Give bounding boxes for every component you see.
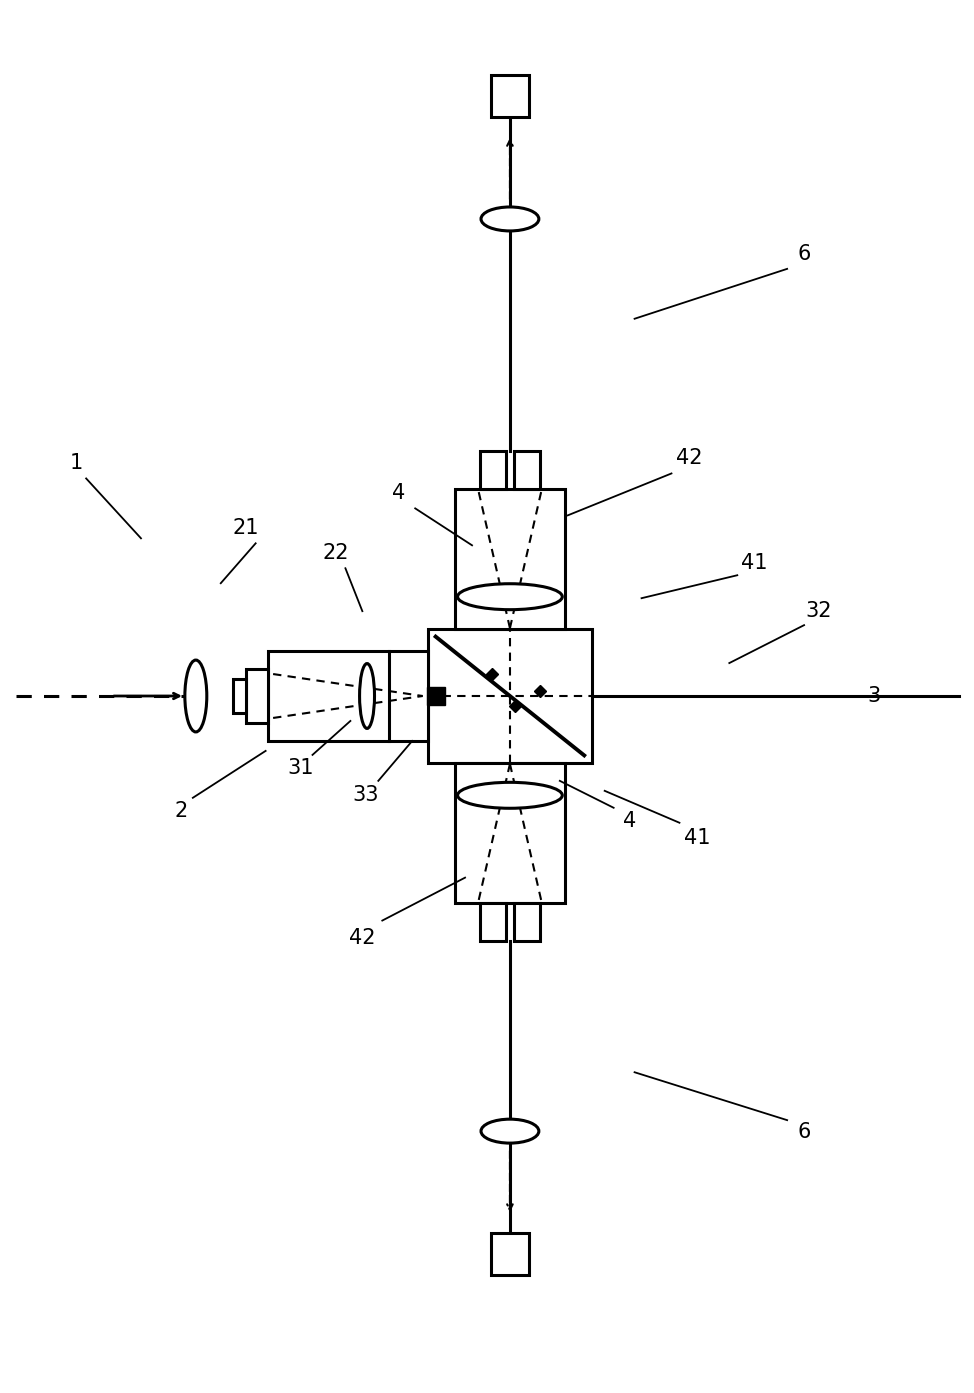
- Text: 21: 21: [233, 518, 259, 538]
- Bar: [246, 669, 268, 723]
- Bar: [233, 678, 246, 713]
- Bar: [491, 1233, 529, 1275]
- Text: 6: 6: [798, 1123, 810, 1142]
- Bar: [455, 489, 565, 628]
- Text: 4: 4: [392, 483, 405, 503]
- Bar: [480, 451, 506, 489]
- Text: 1: 1: [69, 454, 83, 474]
- Bar: [428, 628, 592, 763]
- Text: 41: 41: [741, 553, 768, 574]
- Bar: [427, 687, 444, 705]
- Text: 42: 42: [349, 928, 376, 947]
- Bar: [491, 75, 529, 117]
- Text: 2: 2: [174, 801, 188, 820]
- Text: 42: 42: [676, 449, 702, 468]
- Ellipse shape: [359, 663, 375, 729]
- Text: 4: 4: [623, 811, 636, 830]
- Ellipse shape: [185, 660, 206, 731]
- Bar: [480, 903, 506, 942]
- Bar: [514, 903, 540, 942]
- Ellipse shape: [458, 783, 562, 808]
- Text: 22: 22: [322, 543, 349, 563]
- Text: 6: 6: [798, 244, 810, 263]
- Text: 31: 31: [287, 758, 314, 777]
- Bar: [268, 651, 428, 741]
- Ellipse shape: [481, 208, 539, 231]
- Bar: [514, 451, 540, 489]
- Ellipse shape: [481, 1119, 539, 1144]
- Ellipse shape: [458, 584, 562, 610]
- Text: 3: 3: [867, 685, 880, 706]
- Text: 41: 41: [684, 827, 711, 848]
- Text: 32: 32: [805, 602, 833, 621]
- Text: 33: 33: [352, 784, 379, 805]
- Bar: [455, 763, 565, 903]
